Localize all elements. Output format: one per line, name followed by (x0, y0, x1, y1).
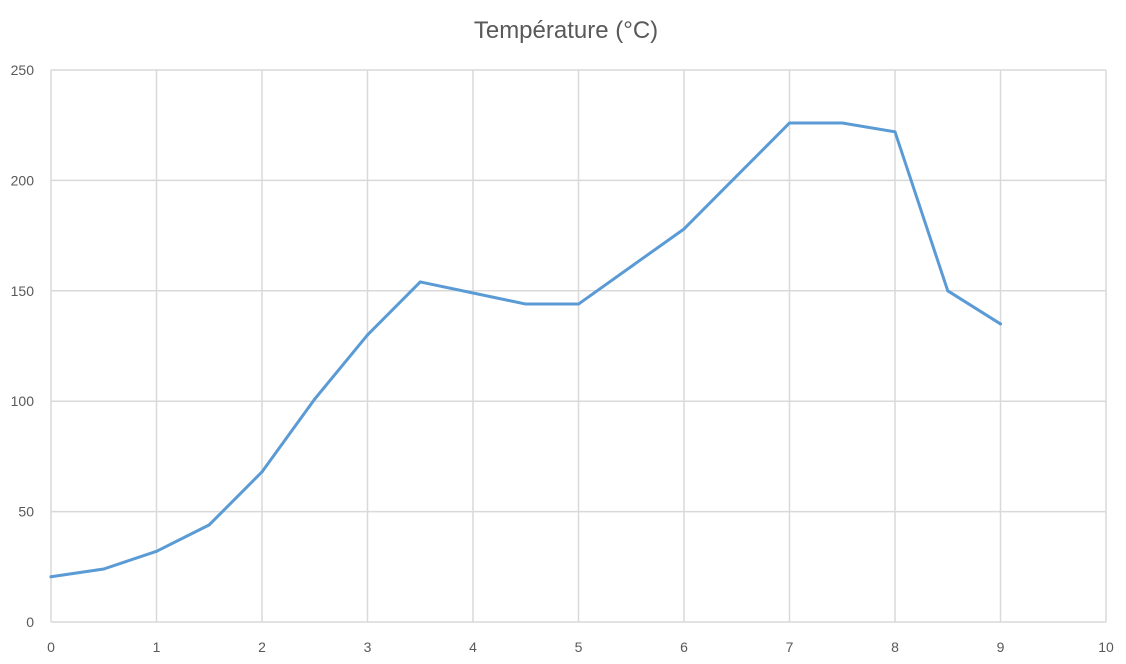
data-point (471, 291, 475, 295)
x-tick-label: 2 (258, 639, 266, 655)
data-point (577, 302, 580, 306)
x-tick-label: 6 (680, 639, 688, 655)
data-point (366, 333, 369, 337)
x-tick-label: 3 (364, 639, 372, 655)
data-point (629, 265, 633, 269)
data-point (313, 397, 317, 401)
x-tick-label: 9 (997, 639, 1005, 655)
x-tick-label: 1 (153, 639, 161, 655)
y-tick-label: 250 (11, 62, 35, 78)
x-tick-label: 4 (469, 639, 477, 655)
data-point (260, 470, 264, 474)
data-point (155, 549, 158, 553)
x-tick-label: 0 (47, 639, 55, 655)
y-tick-label: 150 (11, 283, 35, 299)
x-tick-label: 7 (786, 639, 794, 655)
data-point (893, 130, 897, 134)
data-point (418, 280, 422, 284)
data-point (524, 302, 528, 306)
grid (50, 69, 1107, 623)
chart-title: Température (°C) (474, 17, 658, 44)
x-tick-label: 8 (891, 639, 899, 655)
y-tick-label: 50 (18, 504, 34, 520)
data-point (840, 121, 844, 125)
data-point (49, 575, 53, 579)
data-point (102, 567, 106, 571)
y-tick-label: 100 (11, 393, 35, 409)
y-tick-label: 0 (26, 614, 34, 630)
data-point (788, 121, 791, 125)
data-point (207, 523, 211, 527)
y-tick-label: 200 (11, 172, 35, 188)
data-point (735, 174, 739, 178)
x-tick-label: 5 (575, 639, 583, 655)
tick-labels: 0 50 100 150 200 250 0 1 2 3 4 5 6 7 8 9 10 (11, 62, 1114, 655)
series-line (49, 121, 1002, 579)
x-tick-label: 10 (1098, 639, 1114, 655)
data-point (999, 322, 1002, 326)
data-point (682, 227, 686, 231)
series-group (49, 121, 1002, 579)
data-point (946, 289, 950, 293)
